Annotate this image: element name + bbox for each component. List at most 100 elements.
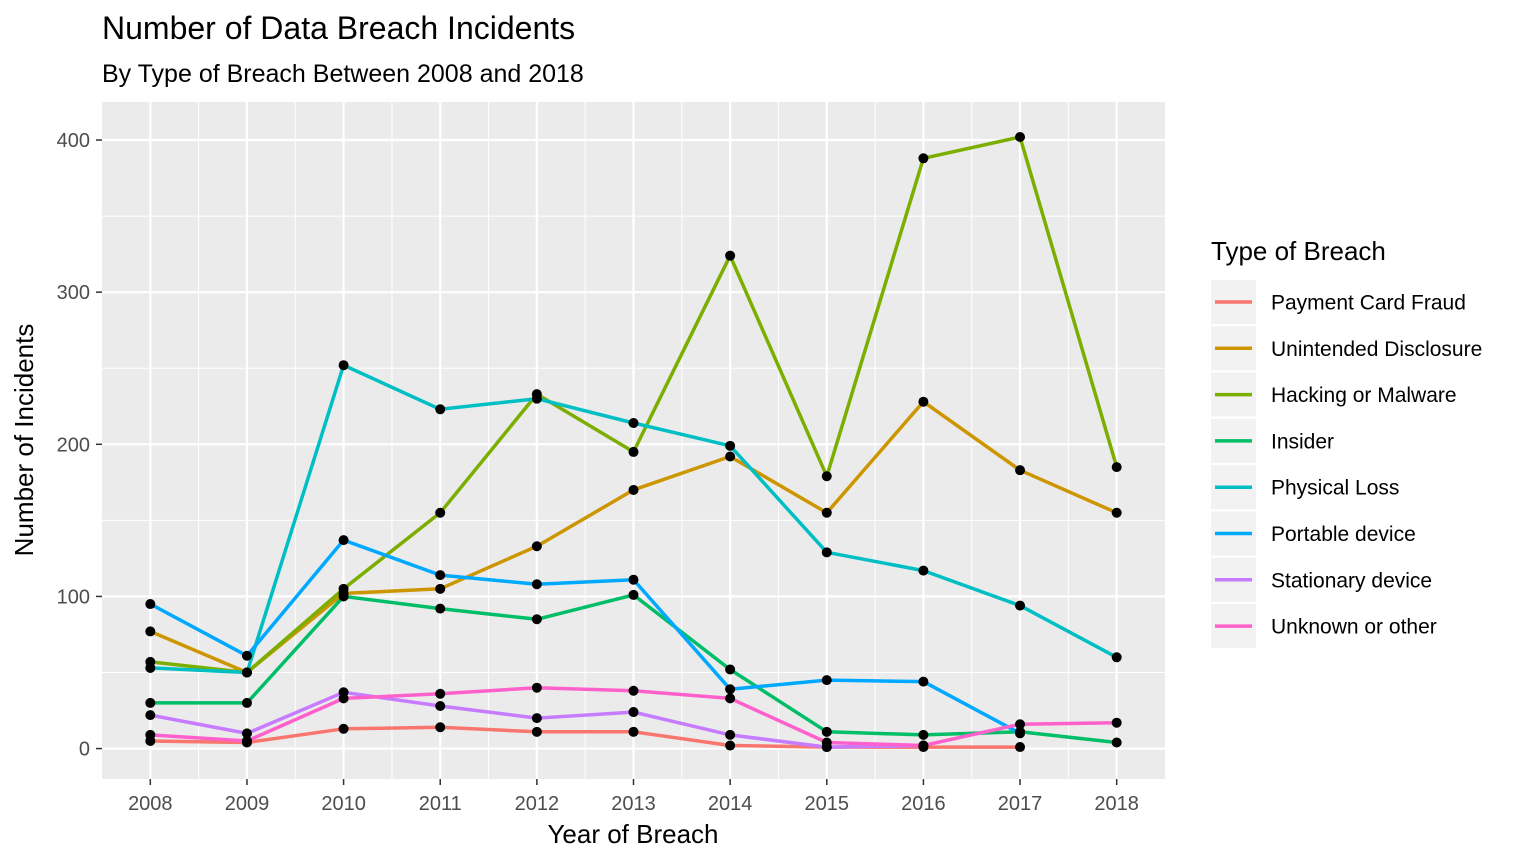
x-axis: 2008 2009 2010 2011 2012 2013 2014 2015 2016 2017… [128, 779, 1139, 815]
series-line-portable-device [149, 538, 1021, 735]
legend-item-unintended-disclosure: Unintended Disclosure [1211, 326, 1482, 371]
legend-label: Insider [1271, 430, 1334, 453]
data-point-unintended-disclosure [821, 507, 832, 518]
y-tick-label: 200 [57, 434, 90, 456]
x-tick-label: 2014 [708, 793, 753, 815]
data-point-hacking-or-malware [821, 471, 832, 482]
legend-item-hacking-or-malware: Hacking or Malware [1211, 372, 1457, 417]
data-point-insider [338, 591, 349, 602]
data-point-physical-loss [628, 418, 639, 429]
data-point-insider [1111, 737, 1122, 748]
data-point-physical-loss [241, 667, 252, 678]
data-point-unintended-disclosure [628, 484, 639, 495]
data-point-insider [628, 589, 639, 600]
legend-item-portable-device: Portable device [1211, 511, 1416, 556]
x-tick-label: 2009 [225, 793, 270, 815]
legend-label: Unintended Disclosure [1271, 338, 1482, 361]
x-axis-title: Year of Breach [547, 819, 718, 849]
y-tick-label: 100 [57, 586, 90, 608]
data-point-insider [531, 614, 542, 625]
legend-item-insider: Insider [1211, 418, 1334, 463]
data-point-physical-loss [918, 565, 929, 576]
chart-subtitle: By Type of Breach Between 2008 and 2018 [102, 60, 584, 88]
data-point-stationary-device [725, 729, 736, 740]
data-point-physical-loss [725, 440, 736, 451]
data-point-portable-device [1015, 728, 1026, 739]
data-point-unknown-or-other [821, 737, 832, 748]
legend: Type of Breach Payment Card Fraud Uninten… [1211, 236, 1482, 649]
y-tick-label: 0 [79, 739, 90, 761]
data-point-portable-device [725, 684, 736, 695]
data-point-portable-device [241, 650, 252, 661]
data-point-unintended-disclosure [1015, 465, 1026, 476]
data-point-payment-card-fraud [435, 722, 446, 733]
x-tick-label: 2008 [128, 793, 173, 815]
data-point-hacking-or-malware [338, 583, 349, 594]
x-tick-label: 2015 [805, 793, 850, 815]
data-point-payment-card-fraud [338, 723, 349, 734]
data-point-hacking-or-malware [1015, 131, 1026, 142]
x-tick-label: 2016 [901, 793, 946, 815]
data-point-unknown-or-other [338, 693, 349, 704]
y-tick-label: 400 [57, 130, 90, 152]
data-point-physical-loss [1111, 652, 1122, 663]
data-point-unintended-disclosure [531, 541, 542, 552]
data-point-unintended-disclosure [145, 626, 156, 637]
data-point-payment-card-fraud [725, 740, 736, 751]
legend-label: Unknown or other [1271, 616, 1437, 639]
data-point-unknown-or-other [241, 735, 252, 746]
legend-item-payment-card-fraud: Payment Card Fraud [1211, 280, 1466, 324]
data-point-physical-loss [435, 404, 446, 415]
data-point-hacking-or-malware [1111, 462, 1122, 473]
data-point-stationary-device [628, 707, 639, 718]
x-tick-label: 2017 [998, 793, 1043, 815]
data-point-insider [435, 603, 446, 614]
data-point-portable-device [821, 675, 832, 686]
data-point-unknown-or-other [1111, 717, 1122, 728]
legend-title: Type of Breach [1211, 236, 1386, 266]
data-point-physical-loss [531, 393, 542, 404]
data-point-insider [918, 729, 929, 740]
data-point-payment-card-fraud [628, 726, 639, 737]
data-point-insider [145, 697, 156, 708]
y-axis-title: Number of Incidents [9, 324, 39, 557]
legend-label: Stationary device [1271, 569, 1432, 592]
legend-items: Payment Card Fraud Unintended Disclosure H… [1211, 280, 1482, 649]
data-point-insider [241, 697, 252, 708]
data-point-unknown-or-other [918, 740, 929, 751]
legend-label: Portable device [1271, 523, 1416, 546]
data-point-insider [821, 726, 832, 737]
data-point-hacking-or-malware [725, 250, 736, 261]
data-point-hacking-or-malware [628, 446, 639, 457]
data-point-unknown-or-other [1015, 719, 1026, 730]
data-point-payment-card-fraud [531, 726, 542, 737]
data-point-unintended-disclosure [725, 451, 736, 462]
data-point-unknown-or-other [725, 693, 736, 704]
chart-title: Number of Data Breach Incidents [102, 10, 575, 46]
data-point-portable-device [338, 535, 349, 546]
data-point-unknown-or-other [435, 688, 446, 699]
legend-label: Physical Loss [1271, 477, 1399, 500]
data-point-portable-device [435, 570, 446, 581]
x-tick-label: 2018 [1094, 793, 1139, 815]
data-point-hacking-or-malware [435, 507, 446, 518]
data-point-hacking-or-malware [918, 153, 929, 164]
legend-item-physical-loss: Physical Loss [1211, 465, 1399, 510]
data-point-insider [725, 664, 736, 675]
x-tick-label: 2010 [321, 793, 366, 815]
x-tick-label: 2013 [611, 793, 656, 815]
data-point-unintended-disclosure [435, 583, 446, 594]
data-point-stationary-device [435, 700, 446, 711]
data-point-physical-loss [338, 360, 349, 371]
data-point-unknown-or-other [628, 685, 639, 696]
data-point-unintended-disclosure [1111, 507, 1122, 518]
y-tick-label: 300 [57, 282, 90, 304]
x-tick-label: 2011 [419, 793, 462, 815]
data-point-stationary-device [241, 728, 252, 739]
data-point-physical-loss [1015, 600, 1026, 611]
legend-label: Payment Card Fraud [1271, 292, 1466, 315]
data-point-physical-loss [821, 547, 832, 558]
data-point-stationary-device [531, 713, 542, 724]
data-point-portable-device [918, 676, 929, 687]
